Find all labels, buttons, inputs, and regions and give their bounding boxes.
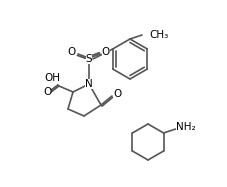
Text: S: S: [86, 54, 92, 64]
Text: OH: OH: [44, 73, 60, 83]
Text: O: O: [68, 47, 76, 57]
Text: CH₃: CH₃: [149, 30, 168, 40]
Text: O: O: [113, 89, 121, 99]
Text: O: O: [43, 87, 51, 97]
Text: NH₂: NH₂: [176, 122, 195, 132]
Text: N: N: [85, 79, 93, 89]
Text: O: O: [102, 47, 110, 57]
